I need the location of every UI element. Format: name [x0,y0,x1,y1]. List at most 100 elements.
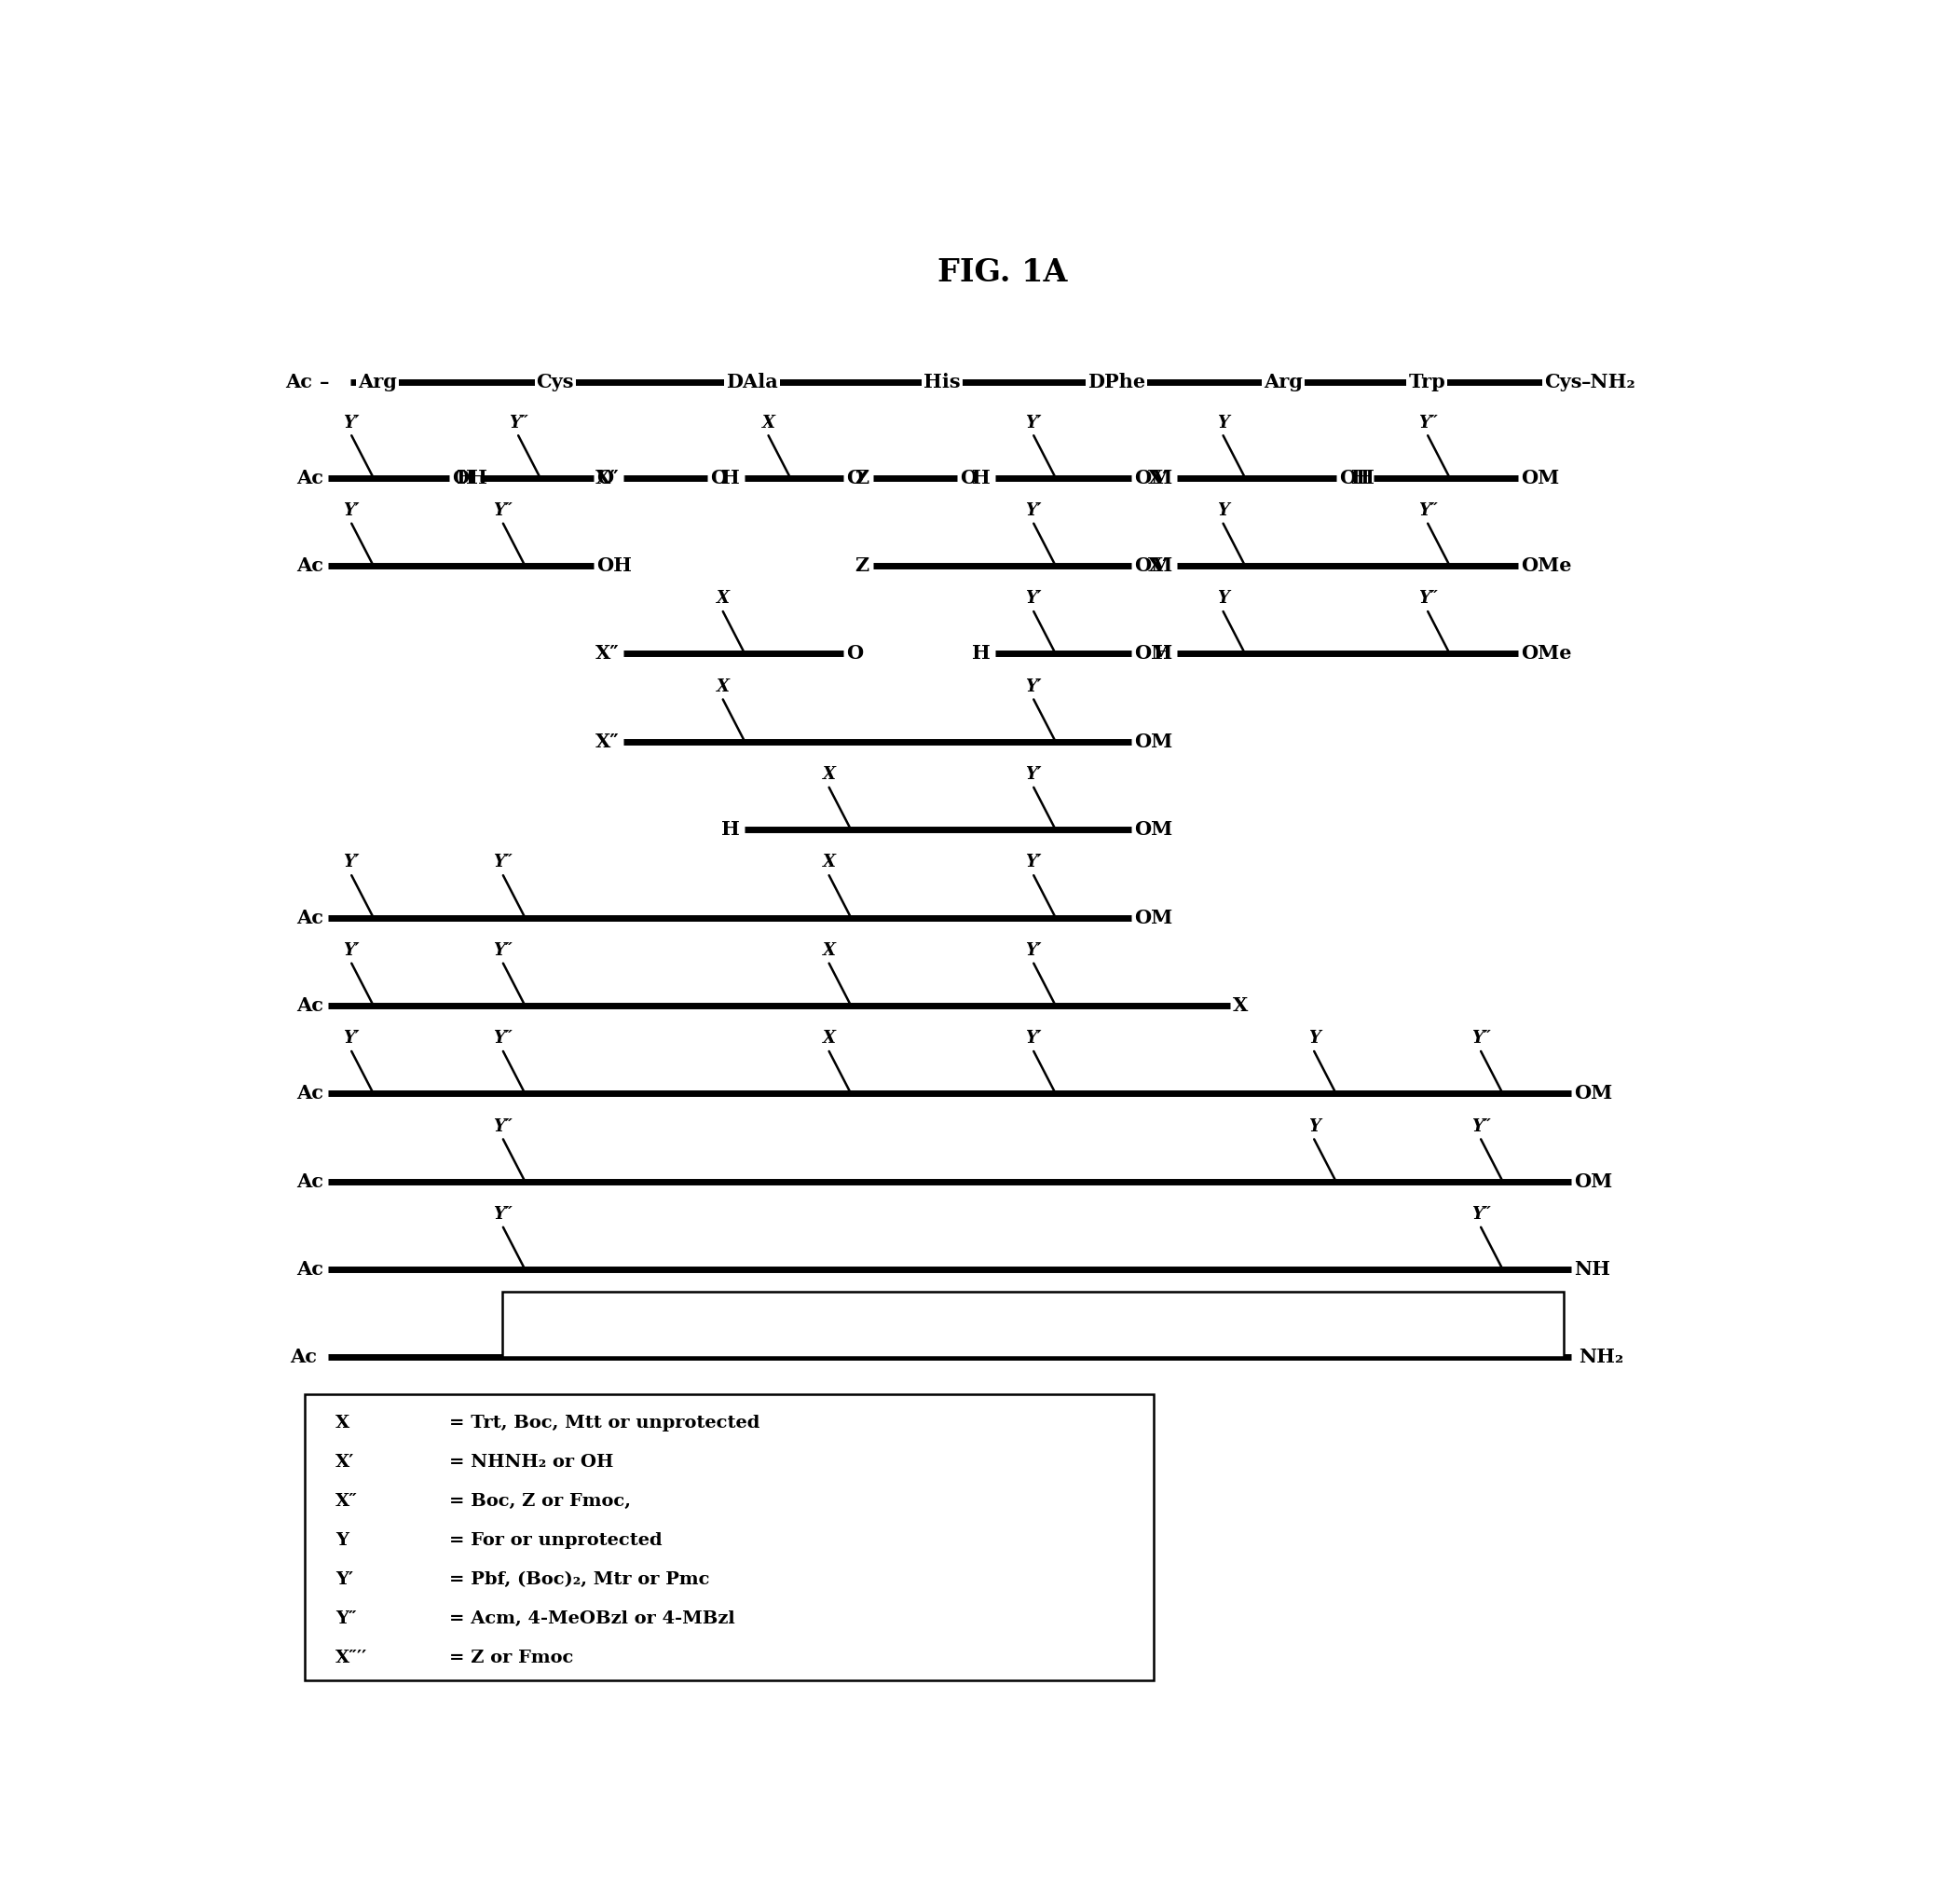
Text: H: H [972,468,990,487]
Text: Cys: Cys [1545,373,1582,392]
Text: = For or unprotected: = For or unprotected [450,1533,663,1550]
Text: Y′: Y′ [1025,503,1043,520]
Text: Ac: Ac [295,996,323,1015]
Text: X″: X″ [595,644,618,663]
Text: OM: OM [1575,1083,1612,1102]
Text: X: X [716,678,730,695]
Text: OM: OM [1134,733,1174,750]
Text: Y″: Y″ [493,1118,512,1135]
Bar [503,1291,1563,1358]
Text: Y: Y [1217,590,1228,607]
Text: O: O [960,468,976,487]
Text: OH: OH [597,556,632,575]
Text: = Boc, Z or Fmoc,: = Boc, Z or Fmoc, [450,1493,632,1510]
Text: OM: OM [1575,1173,1612,1190]
Text: = Pbf, (Boc)₂, Mtr or Pmc: = Pbf, (Boc)₂, Mtr or Pmc [450,1571,710,1588]
Text: = Trt, Boc, Mtt or unprotected: = Trt, Boc, Mtt or unprotected [450,1415,759,1432]
Text: Z: Z [855,468,868,487]
Text: X″: X″ [1148,556,1172,575]
Text: Ac: Ac [295,1173,323,1190]
Text: H: H [972,644,990,663]
Text: Arg: Arg [358,373,397,392]
Text: Ac: Ac [295,1260,323,1279]
Text: OM: OM [1134,468,1174,487]
Text: X″: X″ [595,468,618,487]
Text: Ac: Ac [295,908,323,927]
Text: Y″: Y″ [509,415,528,430]
Text: Y′: Y′ [1025,415,1043,430]
Text: Y′: Y′ [344,942,360,960]
Text: H: H [456,468,475,487]
Text: Y′: Y′ [1025,855,1043,870]
Text: Y″: Y″ [1471,1030,1490,1047]
Text: NH: NH [1575,1260,1610,1279]
Text: Cys: Cys [536,373,575,392]
Text: X′: X′ [336,1455,354,1470]
Text: X: X [823,942,835,960]
Text: Arg: Arg [1264,373,1303,392]
Text: OH: OH [452,468,487,487]
Text: O: O [710,468,728,487]
Text: X: X [336,1415,350,1432]
Text: Y″: Y″ [493,855,512,870]
Text: –: – [321,373,331,392]
Text: Y″: Y″ [1418,590,1438,607]
Text: H: H [1154,644,1172,663]
Text: Ac: Ac [295,1083,323,1102]
Text: Trp: Trp [1408,373,1445,392]
Text: Ac: Ac [295,468,323,487]
Text: Y: Y [1309,1118,1320,1135]
Text: = NHNH₂ or OH: = NHNH₂ or OH [450,1455,614,1470]
Text: Y: Y [1217,503,1228,520]
Text: Y″: Y″ [1418,503,1438,520]
Text: Y: Y [1309,1030,1320,1047]
Text: Ac: Ac [295,556,323,575]
Text: O: O [597,468,612,487]
Text: Y″: Y″ [493,503,512,520]
Text: OM: OM [1134,556,1174,575]
Text: X″: X″ [1148,468,1172,487]
Text: X: X [716,590,730,607]
Text: Y′: Y′ [1025,678,1043,695]
Text: Y′: Y′ [1025,942,1043,960]
Text: O: O [847,468,863,487]
Text: Y′: Y′ [1025,765,1043,783]
Text: OH: OH [1340,468,1375,487]
Text: X″′′: X″′′ [336,1649,368,1666]
Text: X: X [763,415,775,430]
Text: Y″: Y″ [493,1030,512,1047]
Text: X″: X″ [336,1493,358,1510]
Text: Ac: Ac [289,1348,317,1367]
Text: OM: OM [1134,821,1174,840]
Text: OM: OM [1134,908,1174,927]
Text: His: His [923,373,960,392]
Text: Y″: Y″ [493,942,512,960]
Text: Z: Z [855,556,868,575]
Text: X: X [1232,996,1248,1015]
Text: Y′: Y′ [1025,1030,1043,1047]
Text: DPhe: DPhe [1088,373,1144,392]
Text: FIG. 1A: FIG. 1A [937,257,1068,288]
Text: Y′: Y′ [344,1030,360,1047]
Text: Y′: Y′ [344,855,360,870]
Text: OM: OM [1134,644,1174,663]
Text: Y′: Y′ [336,1571,354,1588]
Text: DAla: DAla [726,373,778,392]
Text: OM: OM [1522,468,1559,487]
Text: X: X [823,1030,835,1047]
Text: –NH₂: –NH₂ [1582,373,1635,392]
Text: H: H [1352,468,1369,487]
Text: H: H [722,821,739,840]
Text: OMe: OMe [1522,644,1573,663]
Text: X: X [823,855,835,870]
Text: X″: X″ [595,733,618,750]
Text: Y″: Y″ [493,1205,512,1222]
Text: Y″: Y″ [1471,1205,1490,1222]
Text: Y: Y [1217,415,1228,430]
Text: = Z or Fmoc: = Z or Fmoc [450,1649,573,1666]
Text: = Acm, 4-MeOBzl or 4-MBzl: = Acm, 4-MeOBzl or 4-MBzl [450,1611,735,1628]
Text: Y′: Y′ [344,415,360,430]
Text: Y′: Y′ [344,503,360,520]
Bar [305,1394,1154,1679]
Text: Y: Y [336,1533,348,1550]
